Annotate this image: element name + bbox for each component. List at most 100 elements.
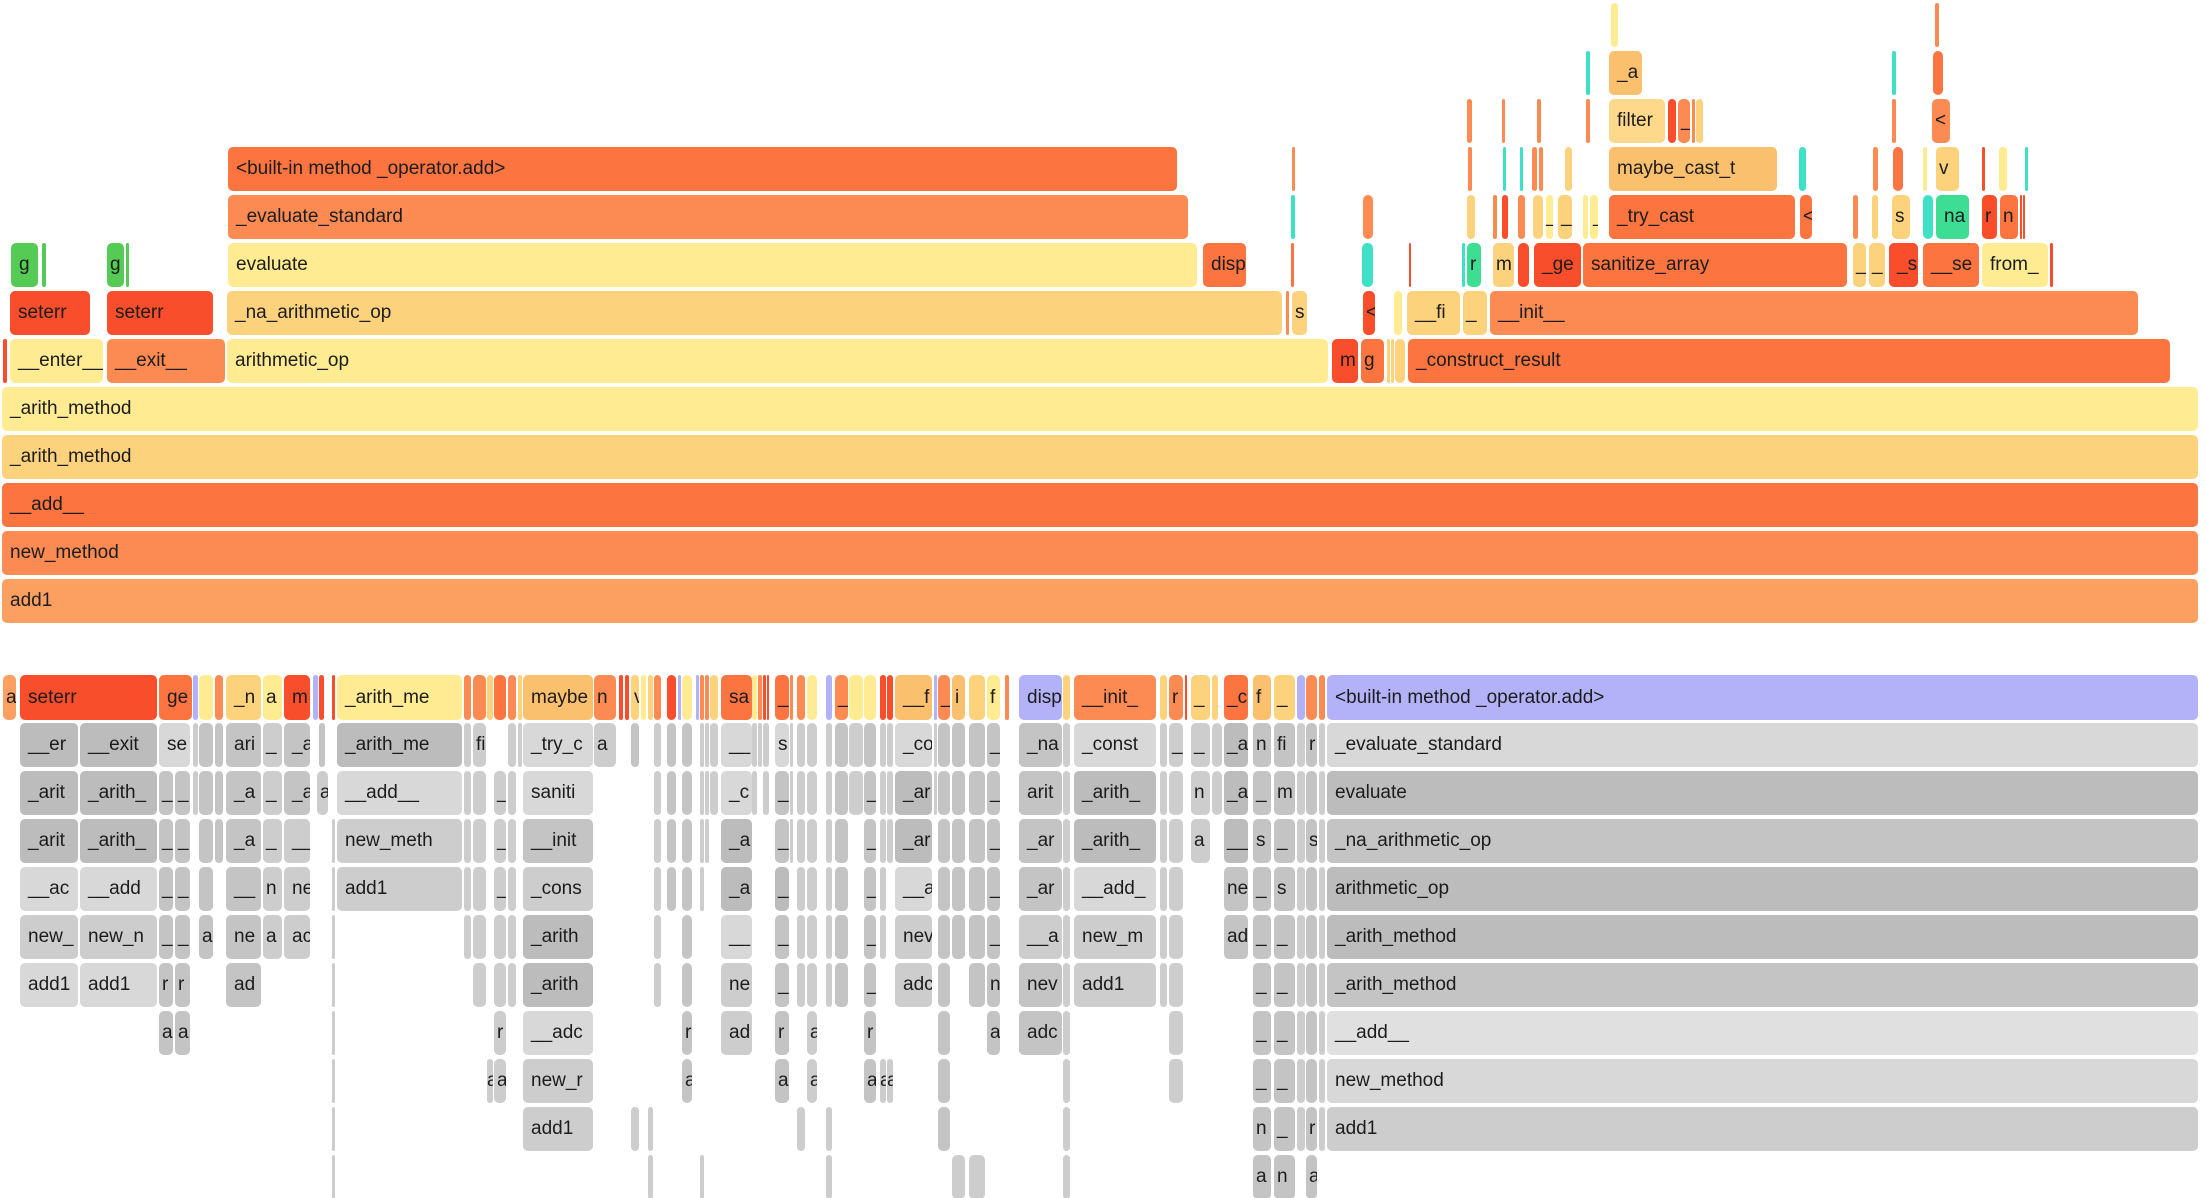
frame-cell[interactable] [938,867,950,911]
frame-cell[interactable] [1297,771,1305,815]
frame-box[interactable] [1292,147,1295,191]
frame-cell[interactable]: new_r [523,1059,593,1103]
frame-box[interactable] [1537,99,1541,143]
frame-cell[interactable] [797,771,805,815]
frame-header-box[interactable]: _ [938,675,950,720]
frame-cell[interactable]: _ [1169,723,1183,767]
frame-cell[interactable]: __adc [523,1011,593,1055]
frame-box[interactable]: < [1800,195,1812,239]
frame-box[interactable] [1468,147,1472,191]
frame-cell[interactable]: _evaluate_standard [1327,723,2198,767]
frame-box[interactable]: __enter__ [10,339,103,383]
frame-box[interactable] [2025,147,2028,191]
frame-cell[interactable] [631,723,639,767]
frame-cell[interactable]: _ [1253,915,1271,959]
frame-header-box[interactable] [473,675,486,720]
frame-box[interactable] [1533,195,1543,239]
frame-cell[interactable]: _ [864,771,876,815]
frame-cell[interactable] [700,771,704,815]
frame-header-box[interactable] [1160,675,1167,720]
frame-cell[interactable] [1297,963,1305,1007]
frame-box[interactable] [1362,243,1373,287]
frame-box[interactable]: seterr [10,291,90,335]
frame-cell[interactable] [849,771,863,815]
frame-header-box[interactable] [826,675,832,720]
frame-cell[interactable] [826,963,832,1007]
frame-box[interactable] [1518,195,1525,239]
frame-cell[interactable]: a [159,1011,173,1055]
frame-header-box[interactable] [313,675,318,720]
frame-cell[interactable]: s [1253,819,1271,863]
frame-cell[interactable]: _ [1253,1011,1271,1055]
frame-cell[interactable] [835,867,848,911]
frame-box[interactable] [1518,243,1529,287]
frame-cell[interactable] [797,915,805,959]
frame-header-box[interactable]: r [1169,675,1183,720]
frame-cell[interactable]: _ [1253,1059,1271,1103]
frame-header-box[interactable] [1063,675,1070,720]
frame-cell[interactable] [1319,963,1325,1007]
frame-cell[interactable] [332,1155,335,1198]
frame-cell[interactable] [952,915,965,959]
frame-header-box[interactable] [332,675,335,720]
frame-cell[interactable] [1063,963,1070,1007]
frame-cell[interactable]: _c [721,771,752,815]
frame-cell[interactable]: a [494,1059,506,1103]
frame-cell[interactable] [880,723,886,767]
frame-box[interactable] [1291,195,1295,239]
frame-cell[interactable] [682,963,692,1007]
frame-cell[interactable] [494,963,506,1007]
frame-cell[interactable] [1169,867,1183,911]
frame-cell[interactable]: _ [1253,867,1271,911]
frame-cell[interactable] [648,1107,653,1151]
frame-cell[interactable] [880,819,886,863]
frame-cell[interactable]: ad [1224,915,1248,959]
frame-box[interactable]: _ [1463,291,1487,335]
frame-cell[interactable]: _ [1253,963,1271,1007]
frame-cell[interactable] [938,963,950,1007]
frame-header-box[interactable] [880,675,886,720]
frame-cell[interactable]: ne [284,867,310,911]
frame-cell[interactable]: _co [895,723,932,767]
frame-header-box[interactable]: m [284,675,310,720]
frame-header-box[interactable]: sa [721,675,752,720]
frame-cell[interactable] [758,723,762,767]
frame-cell[interactable]: __ac [20,867,78,911]
frame-cell[interactable] [826,1107,832,1151]
frame-cell[interactable] [938,1059,950,1103]
frame-cell[interactable] [797,819,805,863]
frame-cell[interactable] [700,1155,704,1198]
frame-cell[interactable]: new_n [80,915,157,959]
frame-cell[interactable] [319,723,325,767]
frame-cell[interactable] [1319,771,1325,815]
frame-cell[interactable] [215,723,223,767]
frame-cell[interactable] [938,915,950,959]
frame-cell[interactable]: _arith [523,915,593,959]
frame-cell[interactable] [682,867,692,911]
frame-box[interactable] [1532,147,1537,191]
frame-cell[interactable] [952,819,965,863]
frame-box[interactable] [1853,195,1858,239]
frame-cell[interactable] [752,723,757,767]
frame-cell[interactable] [332,1059,335,1103]
frame-cell[interactable]: _ar [1019,867,1062,911]
frame-cell[interactable] [1297,1059,1305,1103]
frame-cell[interactable]: a [1306,1155,1317,1198]
frame-cell[interactable]: fi [473,723,486,767]
frame-cell[interactable]: _ [775,867,789,911]
frame-header-box[interactable]: maybe [523,675,593,720]
frame-box[interactable] [3,339,7,383]
frame-cell[interactable]: __a [1019,915,1062,959]
frame-box[interactable]: _ge [1534,243,1581,287]
frame-cell[interactable] [1063,819,1070,863]
frame-cell[interactable] [952,723,965,767]
frame-cell[interactable]: _arit [20,771,78,815]
frame-cell[interactable] [199,771,213,815]
frame-cell[interactable]: _ [175,819,190,863]
frame-header-box[interactable] [678,675,681,720]
frame-cell[interactable]: _arith_ [1074,819,1156,863]
frame-box[interactable]: arithmetic_op [227,339,1328,383]
frame-cell[interactable]: m [1274,771,1295,815]
frame-cell[interactable]: _na_arithmetic_op [1327,819,2198,863]
frame-box[interactable]: v [1936,147,1959,191]
